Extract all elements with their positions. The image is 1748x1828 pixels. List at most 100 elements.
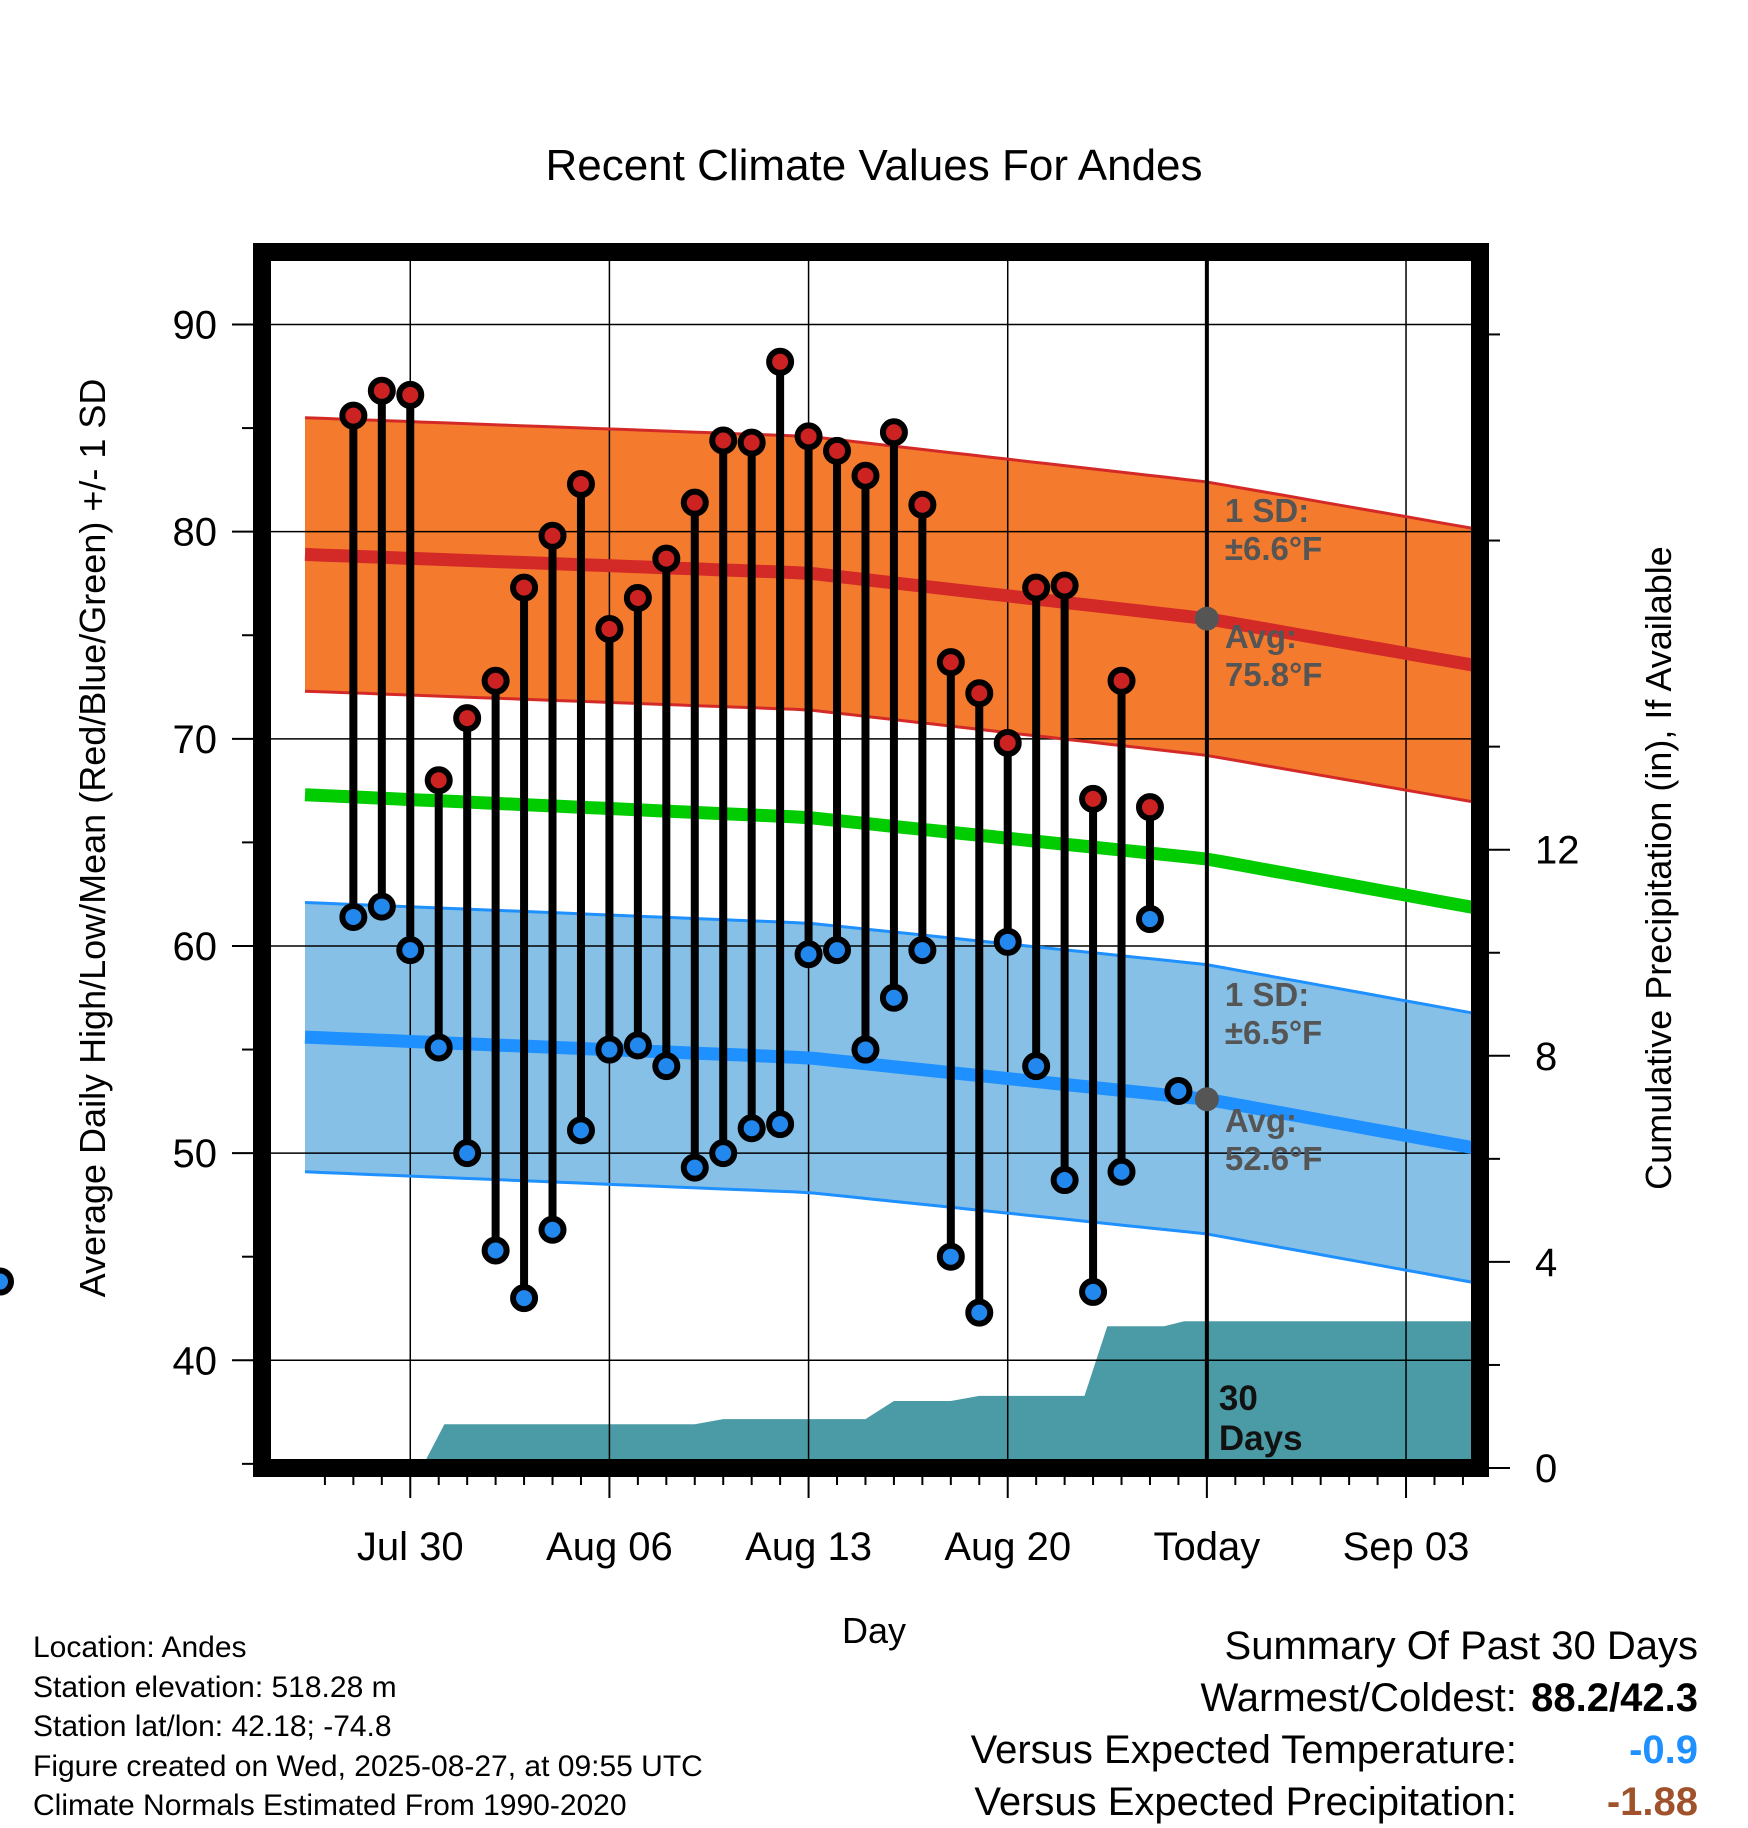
low-sd-annotation: 1 SD: ±6.5°F xyxy=(1225,976,1322,1051)
y-tick-label: 50 xyxy=(173,1132,218,1176)
normal-low-line xyxy=(304,1030,1482,1156)
daily-low-point xyxy=(680,1153,709,1182)
daily-low-point xyxy=(367,892,396,921)
daily-high-point xyxy=(737,428,766,457)
y-tick-label: 60 xyxy=(173,925,218,969)
daily-low-point xyxy=(1050,1166,1079,1195)
temp-anomaly-value: -0.9 xyxy=(1629,1728,1698,1772)
precip-anomaly-label: Versus Expected Precipitation: xyxy=(974,1780,1517,1824)
daily-low-point xyxy=(510,1284,539,1313)
x-axis-label: Day xyxy=(842,1610,906,1651)
daily-high-point xyxy=(965,679,994,708)
daily-high-point xyxy=(936,648,965,677)
plot-area: 1 SD: ±6.6°F Avg: 75.8°F 1 SD: ±6.5°F Avg: 52.6… xyxy=(0,252,1482,1468)
summary-heading: Summary Of Past 30 Days xyxy=(1224,1624,1698,1668)
daily-high-point xyxy=(453,704,482,733)
y-tick-label: 70 xyxy=(173,718,218,762)
daily-high-point xyxy=(908,490,937,519)
daily-high-point xyxy=(424,766,453,795)
summary-panel: Summary Of Past 30 Days Warmest/Coldest:… xyxy=(971,1620,1698,1828)
daily-low-point xyxy=(1022,1052,1051,1081)
daily-low-point xyxy=(936,1242,965,1271)
y-tick-label: 80 xyxy=(173,511,218,555)
daily-low-point xyxy=(1079,1277,1108,1306)
daily-high-point xyxy=(396,380,425,409)
daily-low-point xyxy=(566,1116,595,1145)
daily-low-point xyxy=(794,940,823,969)
daily-high-point xyxy=(566,470,595,499)
precip-anomaly-value: -1.88 xyxy=(1606,1780,1698,1824)
precip-area xyxy=(305,1321,1480,1468)
daily-low-point xyxy=(0,1267,14,1296)
daily-low-point xyxy=(1164,1076,1193,1105)
daily-high-point xyxy=(623,583,652,612)
daily-low-point xyxy=(595,1035,624,1064)
daily-high-point xyxy=(851,461,880,490)
x-tick-label: Jul 30 xyxy=(357,1525,464,1569)
daily-high-point xyxy=(823,436,852,465)
daily-low-point xyxy=(453,1139,482,1168)
daily-low-point xyxy=(823,936,852,965)
daily-high-point xyxy=(1022,573,1051,602)
location-text: Location: Andes xyxy=(33,1631,247,1664)
daily-low-point xyxy=(993,927,1022,956)
x-tick-label: Aug 13 xyxy=(745,1525,872,1569)
daily-low-point xyxy=(396,936,425,965)
daily-high-point xyxy=(652,544,681,573)
low-sd-band xyxy=(305,902,1480,1284)
daily-low-point xyxy=(424,1033,453,1062)
x-tick-label: Today xyxy=(1154,1525,1261,1569)
warmest-coldest-row: Warmest/Coldest: 88.2/42.3 xyxy=(971,1672,1699,1724)
x-tick-label: Sep 03 xyxy=(1343,1525,1470,1569)
daily-low-point xyxy=(1107,1157,1136,1186)
elevation-text: Station elevation: 518.28 m xyxy=(33,1670,397,1704)
period-annotation: 30 Days xyxy=(1219,1379,1303,1458)
station-info: Location: Andes Station elevation: 518.2… xyxy=(33,1628,703,1826)
daily-high-point xyxy=(766,347,795,376)
daily-high-point xyxy=(1107,666,1136,695)
today-low-avg-marker xyxy=(1194,1087,1219,1112)
daily-low-point xyxy=(965,1298,994,1327)
y2-tick-label: 8 xyxy=(1535,1035,1557,1079)
daily-high-point xyxy=(339,401,368,430)
daily-high-point xyxy=(993,728,1022,757)
daily-high-point xyxy=(510,573,539,602)
y-axis-label: Average Daily High/Low/Mean (Red/Blue/Gr… xyxy=(72,379,113,1298)
low-avg-annotation: Avg: 52.6°F xyxy=(1225,1102,1323,1177)
daily-low-point xyxy=(709,1139,738,1168)
latlon-text: Station lat/lon: 42.18; -74.8 xyxy=(33,1710,392,1743)
x-tick-label: Aug 06 xyxy=(546,1525,673,1569)
daily-high-point xyxy=(367,376,396,405)
y2-axis-label: Cumulative Precipitation (in), If Availa… xyxy=(1638,546,1679,1190)
precip-anomaly-row: Versus Expected Precipitation: -1.88 xyxy=(971,1776,1698,1828)
chart-title: Recent Climate Values For Andes xyxy=(545,141,1202,190)
daily-low-point xyxy=(339,902,368,931)
daily-high-point xyxy=(1079,784,1108,813)
y-tick-label: 40 xyxy=(173,1339,218,1383)
daily-low-point xyxy=(879,983,908,1012)
low-sd-lower-edge xyxy=(304,1170,1481,1286)
daily-high-point xyxy=(595,615,624,644)
daily-low-point xyxy=(481,1236,510,1265)
x-tick-label: Aug 20 xyxy=(944,1525,1071,1569)
daily-high-point xyxy=(481,666,510,695)
daily-high-point xyxy=(709,426,738,455)
daily-low-point xyxy=(538,1215,567,1244)
y2-tick-label: 12 xyxy=(1535,829,1580,873)
daily-low-point xyxy=(851,1035,880,1064)
daily-high-point xyxy=(1135,793,1164,822)
high-avg-annotation: Avg: 75.8°F xyxy=(1225,618,1323,693)
daily-high-point xyxy=(879,418,908,447)
daily-low-point xyxy=(623,1031,652,1060)
warmest-coldest-value: 88.2/42.3 xyxy=(1531,1676,1698,1720)
daily-low-point xyxy=(652,1052,681,1081)
daily-high-point xyxy=(680,488,709,517)
y2-tick-label: 4 xyxy=(1535,1241,1557,1285)
plot-frame xyxy=(253,243,1489,1477)
high-sd-annotation: 1 SD: ±6.6°F xyxy=(1225,492,1322,567)
y2-tick-label: 0 xyxy=(1535,1447,1557,1491)
temp-anomaly-row: Versus Expected Temperature: -0.9 xyxy=(971,1724,1698,1776)
daily-high-point xyxy=(794,422,823,451)
temp-anomaly-label: Versus Expected Temperature: xyxy=(970,1728,1517,1772)
